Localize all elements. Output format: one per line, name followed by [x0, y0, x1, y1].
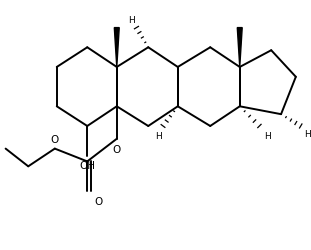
Text: O: O: [51, 134, 59, 144]
Text: H: H: [128, 16, 135, 24]
Text: OH: OH: [79, 161, 95, 171]
Polygon shape: [114, 28, 119, 68]
Text: H: H: [304, 130, 310, 138]
Text: H: H: [264, 131, 271, 140]
Polygon shape: [237, 28, 242, 68]
Text: H: H: [155, 131, 161, 140]
Text: O: O: [94, 196, 102, 206]
Text: O: O: [113, 144, 121, 154]
